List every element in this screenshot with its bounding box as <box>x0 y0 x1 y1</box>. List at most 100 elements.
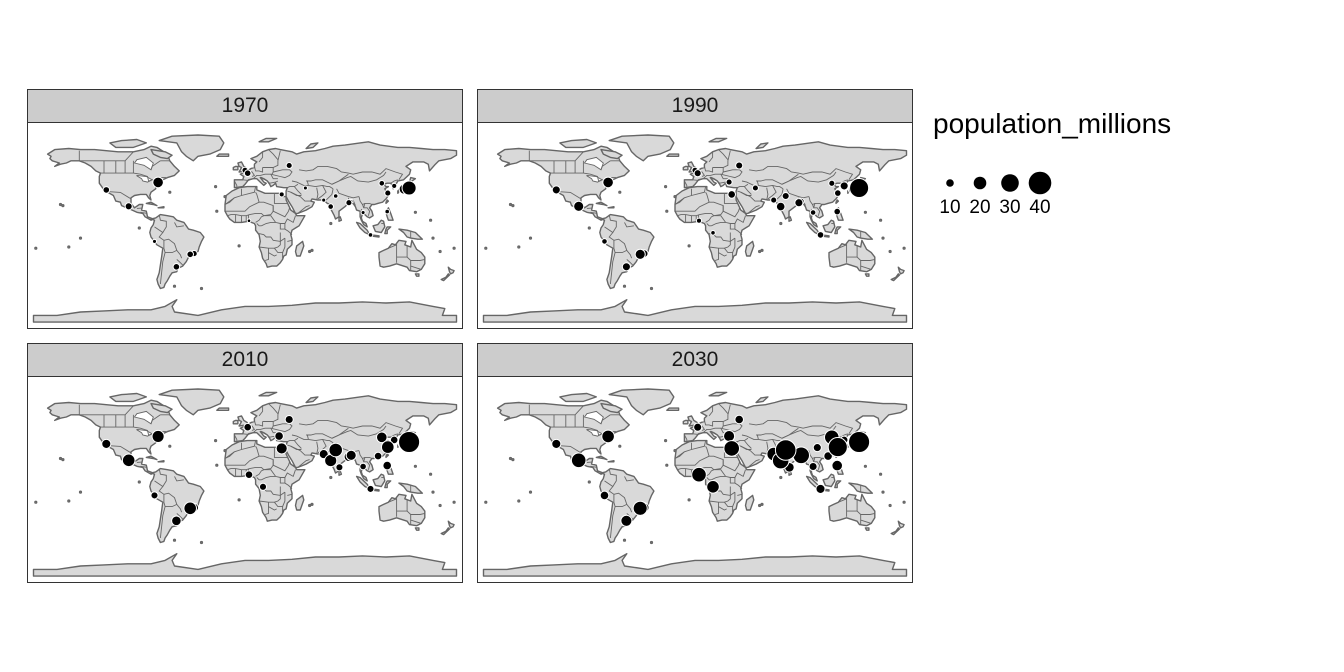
small-island <box>438 249 442 254</box>
small-island <box>429 472 433 476</box>
country-border <box>159 506 166 539</box>
land-canada-arctic-island <box>559 392 597 403</box>
country-border <box>279 223 293 236</box>
country-border <box>729 477 743 490</box>
city-point <box>834 189 842 197</box>
country-border <box>714 248 719 261</box>
country-border <box>264 502 269 515</box>
land-borneo <box>822 219 836 234</box>
city-point <box>345 199 353 207</box>
city-point <box>815 483 826 494</box>
small-island <box>199 540 204 545</box>
city-point <box>359 462 367 471</box>
country-border <box>174 476 184 482</box>
land-hispaniola <box>607 206 615 209</box>
country-border <box>256 477 262 481</box>
city-point <box>839 181 849 191</box>
small-island <box>438 503 442 508</box>
facet-label: 2010 <box>221 348 269 371</box>
world-map <box>27 376 463 583</box>
country-border <box>718 252 727 257</box>
country-border <box>705 215 714 223</box>
small-island <box>511 457 515 462</box>
country-border <box>808 196 823 206</box>
country-border <box>297 205 310 214</box>
country-border <box>260 177 279 184</box>
city-point <box>601 238 608 245</box>
small-island <box>517 499 521 503</box>
small-island <box>779 475 783 480</box>
country-border <box>712 421 724 429</box>
facet-panel-2030: 2030 <box>477 343 913 583</box>
city-point <box>244 470 254 479</box>
land-cuba <box>145 455 158 461</box>
country-border <box>363 457 366 462</box>
city-point <box>275 442 288 455</box>
country-border <box>253 166 264 173</box>
country-border <box>306 434 309 440</box>
country-border <box>390 179 398 184</box>
land-svalbard <box>258 391 278 397</box>
land-australia <box>828 239 876 273</box>
country-border <box>273 150 281 168</box>
city-point <box>186 250 194 259</box>
small-island <box>308 249 312 254</box>
city-point <box>243 422 252 432</box>
country-border <box>163 238 183 259</box>
hudson-bay <box>133 410 154 425</box>
small-island <box>665 209 669 213</box>
small-island <box>429 218 433 222</box>
small-island <box>760 502 764 506</box>
country-border <box>160 160 175 167</box>
land-taiwan <box>835 199 840 205</box>
country-border <box>263 469 296 478</box>
country-border <box>723 193 739 204</box>
country-border <box>766 187 769 201</box>
country-border <box>279 477 293 490</box>
country-border <box>737 437 749 443</box>
small-island <box>67 245 71 249</box>
country-border <box>706 223 712 227</box>
small-island <box>622 284 627 288</box>
country-border <box>692 173 728 181</box>
country-border <box>744 186 752 195</box>
country-border <box>410 258 425 261</box>
world-map <box>27 122 463 329</box>
country-border <box>718 403 729 414</box>
country-border <box>270 423 293 433</box>
country-border <box>749 165 854 181</box>
country-border <box>557 445 582 454</box>
land-borneo <box>372 473 386 488</box>
facet-strip: 2030 <box>477 343 913 377</box>
country-border <box>747 459 760 468</box>
city-point <box>573 200 585 212</box>
city-point <box>751 184 759 192</box>
land-tasmania <box>864 527 870 531</box>
small-island <box>888 503 892 508</box>
land-novaya-zemlya <box>305 396 319 404</box>
country-border <box>609 252 616 285</box>
small-island <box>214 438 218 443</box>
country-border <box>708 151 714 163</box>
city-point <box>831 459 844 472</box>
country-border <box>610 414 625 421</box>
country-border <box>297 459 310 468</box>
country-border <box>703 166 714 173</box>
city-point <box>823 451 833 461</box>
hudson-bay <box>133 156 154 171</box>
city-point <box>150 491 159 500</box>
small-island <box>687 244 691 248</box>
land-borneo <box>372 219 386 234</box>
country-border <box>705 191 710 203</box>
country-border <box>692 427 728 435</box>
city-point <box>599 490 610 501</box>
land-sri-lanka <box>788 216 793 222</box>
city-point <box>710 230 716 236</box>
country-border <box>557 191 582 200</box>
land-baffin-island <box>150 402 173 414</box>
small-island <box>34 500 38 504</box>
country-border <box>767 185 777 200</box>
legend-key-30 <box>1001 174 1019 192</box>
city-points <box>551 414 871 527</box>
country-border <box>723 404 731 422</box>
